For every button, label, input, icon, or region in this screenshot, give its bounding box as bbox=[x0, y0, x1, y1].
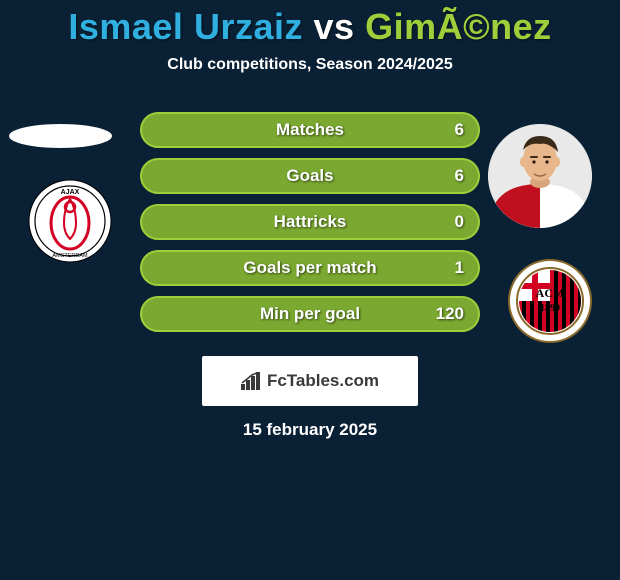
stat-row-goals: Goals 6 bbox=[140, 158, 480, 194]
stat-label: Goals bbox=[286, 166, 333, 186]
stat-p2: 1 bbox=[455, 258, 464, 278]
stat-p2: 6 bbox=[455, 166, 464, 186]
stat-label: Matches bbox=[276, 120, 344, 140]
stat-label: Goals per match bbox=[243, 258, 376, 278]
source-badge: FcTables.com bbox=[202, 356, 418, 406]
title-player2: GimÃ©nez bbox=[365, 6, 552, 47]
title-player1: Ismael Urzaiz bbox=[68, 6, 303, 47]
stat-row-gpm: Goals per match 1 bbox=[140, 250, 480, 286]
player1-club-crest: AJAX AMSTERDAM bbox=[28, 179, 112, 263]
stat-p2: 120 bbox=[436, 304, 464, 324]
stat-p2: 0 bbox=[455, 212, 464, 232]
player2-photo bbox=[488, 124, 592, 228]
stat-row-mpg: Min per goal 120 bbox=[140, 296, 480, 332]
stat-row-hattricks: Hattricks 0 bbox=[140, 204, 480, 240]
svg-text:AJAX: AJAX bbox=[61, 189, 80, 196]
svg-text:AMSTERDAM: AMSTERDAM bbox=[52, 253, 88, 259]
page-title: Ismael Urzaiz vs GimÃ©nez bbox=[0, 0, 620, 48]
badge-text: FcTables.com bbox=[267, 371, 379, 391]
subtitle: Club competitions, Season 2024/2025 bbox=[0, 56, 620, 74]
stat-label: Hattricks bbox=[274, 212, 347, 232]
date: 15 february 2025 bbox=[0, 420, 620, 440]
title-vs: vs bbox=[314, 6, 355, 47]
svg-text:1899: 1899 bbox=[540, 303, 560, 314]
player2-club-crest: ACM 1899 bbox=[508, 259, 592, 343]
stat-p2: 6 bbox=[455, 120, 464, 140]
svg-text:ACM: ACM bbox=[536, 286, 565, 300]
stat-row-matches: Matches 6 bbox=[140, 112, 480, 148]
fctables-logo: FcTables.com bbox=[241, 371, 379, 391]
player1-photo-placeholder bbox=[9, 124, 112, 148]
stat-label: Min per goal bbox=[260, 304, 360, 324]
bars-icon bbox=[241, 372, 263, 390]
